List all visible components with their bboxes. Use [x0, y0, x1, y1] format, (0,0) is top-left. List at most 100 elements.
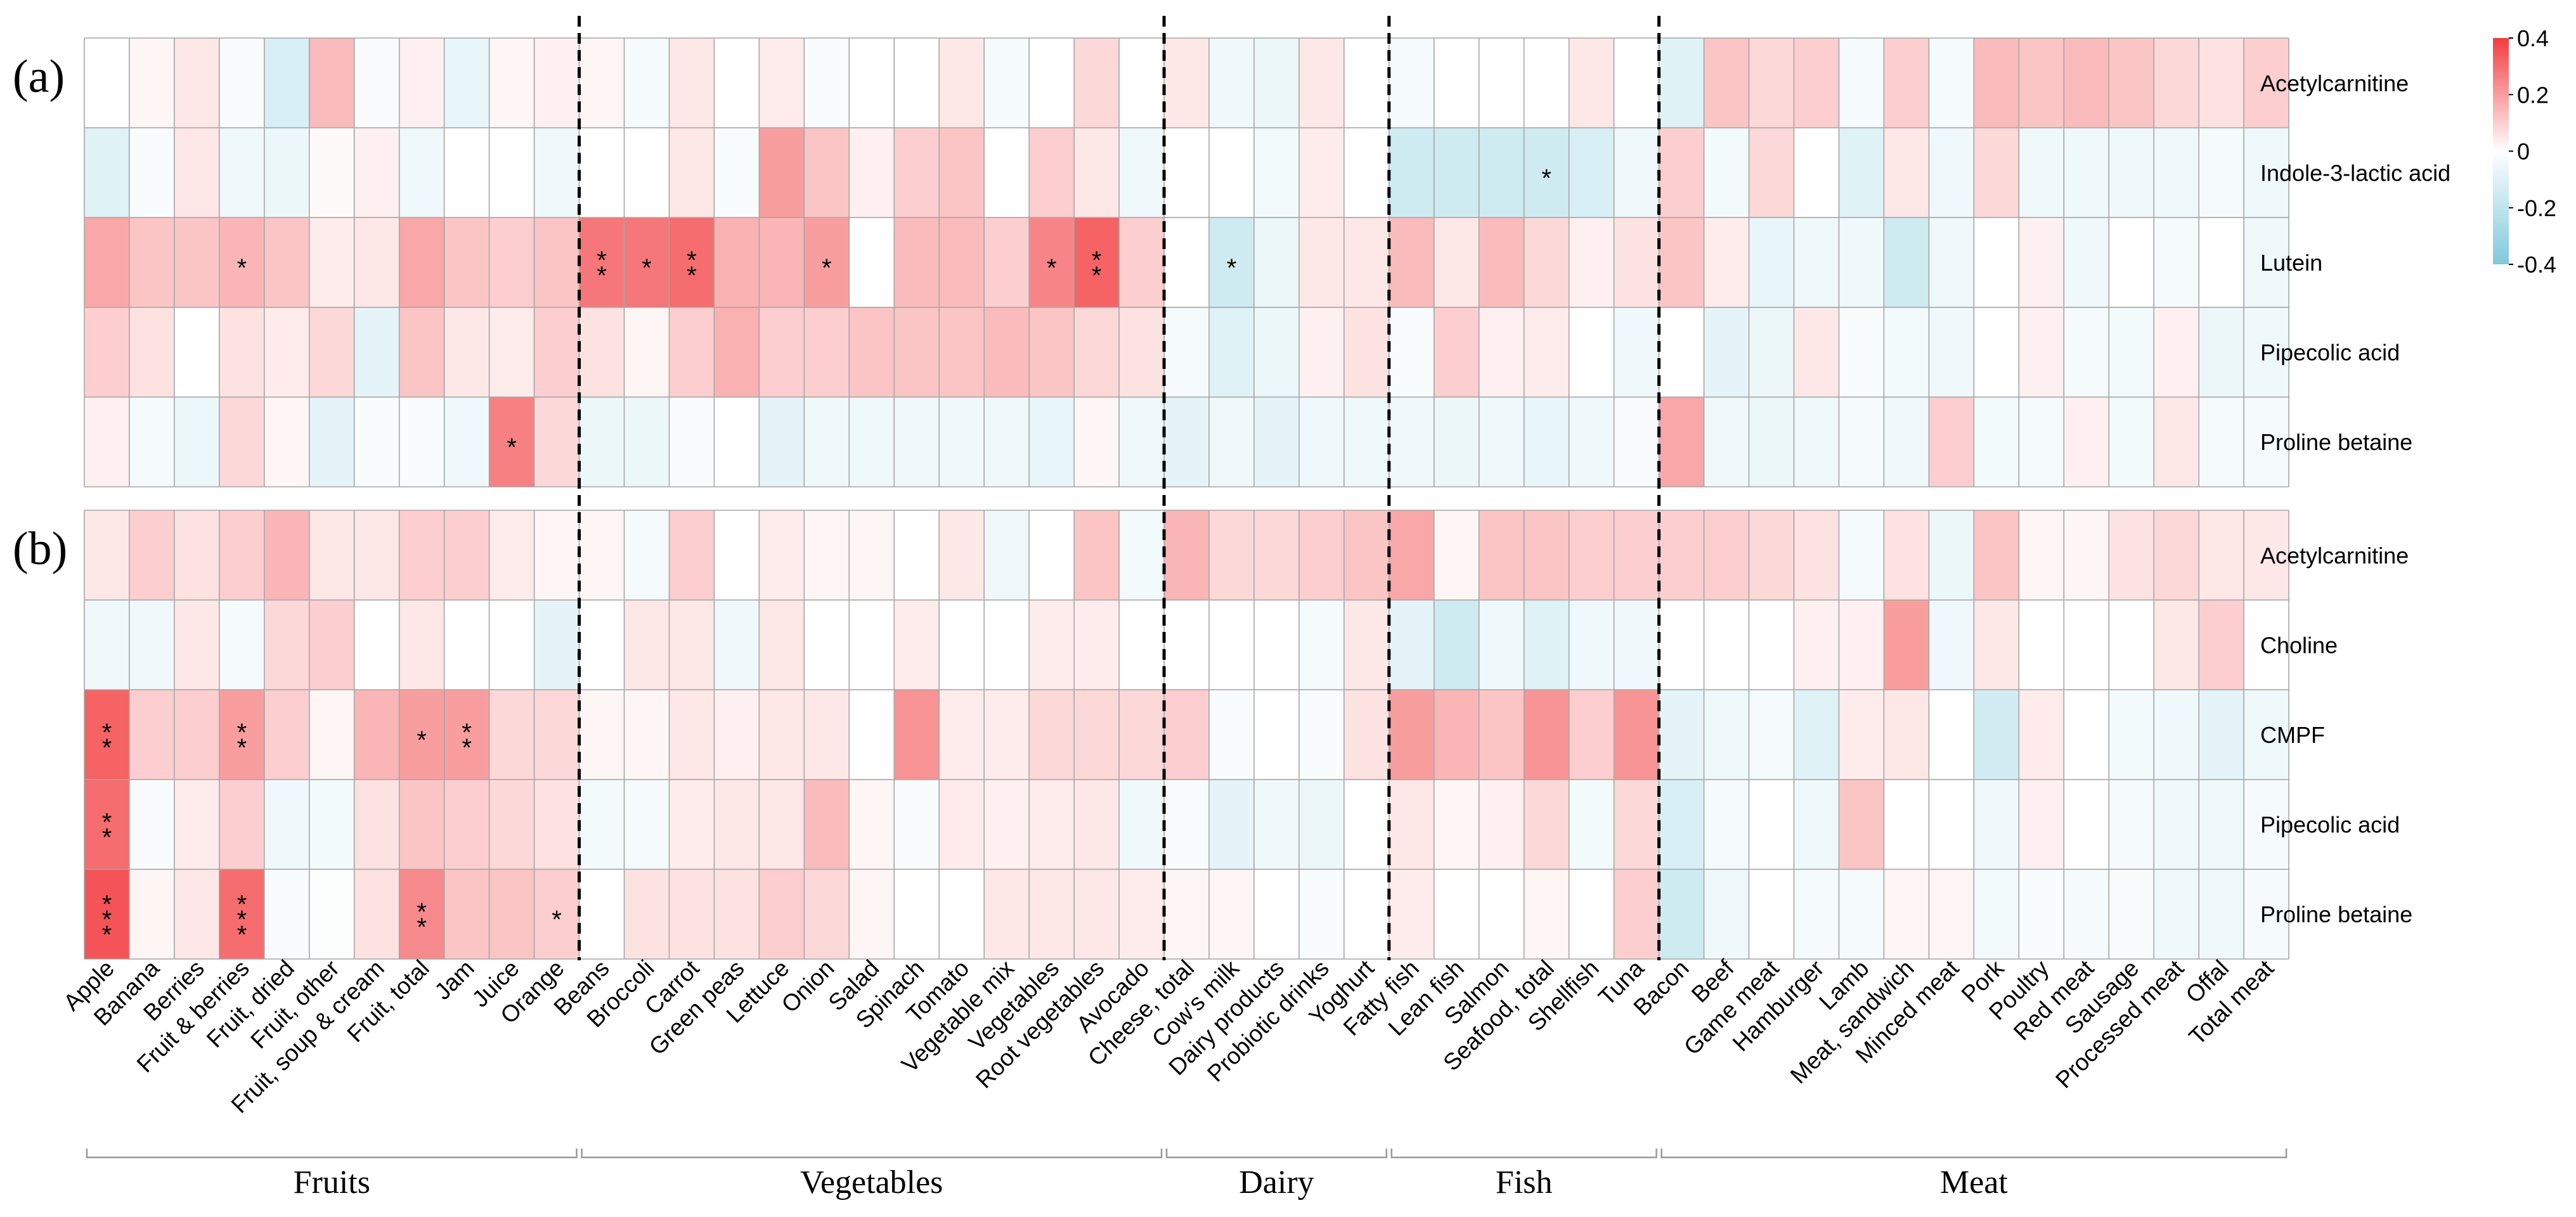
- heatmap-cell: [1434, 869, 1480, 960]
- heatmap-cell: [984, 690, 1030, 780]
- heatmap-cell: [1388, 600, 1435, 690]
- heatmap-cell: [1209, 779, 1255, 870]
- heatmap-cell: [1659, 869, 1704, 960]
- heatmap-cell: [2064, 600, 2109, 690]
- heatmap-cell: [1119, 127, 1165, 218]
- group-bracket: [581, 1149, 1163, 1159]
- heatmap-cell: [1884, 510, 1929, 600]
- heatmap-cell: [1164, 869, 1210, 960]
- heatmap-cell: [129, 127, 175, 218]
- row-label-acetylcarnitine: Acetylcarnitine: [2260, 70, 2409, 96]
- heatmap-cell: [1479, 869, 1525, 960]
- heatmap-cell: [624, 869, 670, 960]
- heatmap-cell: [1343, 127, 1390, 218]
- heatmap-cell: [1253, 307, 1300, 397]
- heatmap-cell: [849, 600, 895, 690]
- heatmap-cell: [939, 397, 985, 487]
- heatmap-cell: [579, 600, 625, 690]
- group-bracket: [1660, 1149, 2288, 1159]
- heatmap-cell: [984, 779, 1030, 870]
- heatmap-cell: [1119, 600, 1165, 690]
- heatmap-cell: [1209, 127, 1255, 218]
- heatmap-cell: [1839, 127, 1884, 218]
- heatmap-cell: [1704, 38, 1749, 128]
- heatmap-cell: [1704, 127, 1749, 218]
- heatmap-cell: [1164, 307, 1210, 397]
- heatmap-cell: [1839, 307, 1884, 397]
- heatmap-cell: [2154, 397, 2199, 487]
- heatmap-cell: [1343, 600, 1390, 690]
- heatmap-cell: [2199, 217, 2244, 308]
- heatmap-cell: [84, 510, 130, 600]
- heatmap-cell: [1524, 127, 1569, 218]
- heatmap-cell: [1388, 690, 1435, 780]
- heatmap-cell: [1614, 779, 1659, 870]
- heatmap-cell: [1298, 600, 1345, 690]
- heatmap-cell: [1794, 779, 1839, 870]
- heatmap-cell: [714, 217, 760, 308]
- heatmap-cell: [84, 38, 130, 128]
- heatmap-cell: [1929, 869, 1974, 960]
- heatmap-cell: [1569, 779, 1614, 870]
- row-label-lutein: Lutein: [2260, 250, 2322, 276]
- heatmap-cell: [849, 397, 895, 487]
- heatmap-cell: [309, 510, 355, 600]
- heatmap-cell: [489, 779, 534, 870]
- significance-marker: *: [1227, 254, 1237, 282]
- heatmap-cell: [84, 869, 130, 960]
- heatmap-cell: [1434, 779, 1480, 870]
- heatmap-cell: [1659, 307, 1704, 397]
- heatmap-cell: [1794, 307, 1839, 397]
- heatmap-cell: [309, 307, 355, 397]
- heatmap-cell: [129, 869, 175, 960]
- heatmap-cell: [669, 779, 715, 870]
- heatmap-cell: [1704, 779, 1749, 870]
- heatmap-cell: [1164, 690, 1210, 780]
- heatmap-cell: [2019, 397, 2064, 487]
- group-label-fish: Fish: [1496, 1164, 1553, 1201]
- heatmap-cell: [1479, 127, 1525, 218]
- heatmap-cell: [174, 38, 220, 128]
- heatmap-cell: [1659, 510, 1704, 600]
- heatmap-cell: [534, 869, 579, 960]
- heatmap-cell: [2109, 397, 2154, 487]
- food-group-brackets: Fruits Vegetables Dairy Fish Meat: [86, 1149, 2288, 1201]
- heatmap-cell: [579, 779, 625, 870]
- heatmap-cell: [1749, 307, 1794, 397]
- heatmap-cell: [804, 779, 850, 870]
- heatmap-cell: [669, 690, 715, 780]
- heatmap-cell: [2199, 38, 2244, 128]
- heatmap-cell: [2154, 510, 2199, 600]
- heatmap-cell: [444, 217, 489, 308]
- heatmap-cell: [1388, 397, 1435, 487]
- heatmap-cell: [219, 869, 265, 960]
- heatmap-cell: [2064, 307, 2109, 397]
- heatmap-cell: [1164, 779, 1210, 870]
- significance-marker: * * *: [102, 891, 112, 949]
- heatmap-cell: [1029, 869, 1075, 960]
- heatmap-cell: [624, 690, 670, 780]
- group-bracket: [1165, 1149, 1388, 1159]
- heatmap-cell: [2109, 600, 2154, 690]
- heatmap-cell: [219, 38, 265, 128]
- heatmap-cell: [2109, 869, 2154, 960]
- heatmap-cell: [1659, 397, 1704, 487]
- colorbar-tick-label: 0.2: [2517, 82, 2549, 108]
- heatmap-cell: [2019, 38, 2064, 128]
- heatmap-cell: [1569, 869, 1614, 960]
- heatmap-cell: [939, 217, 985, 308]
- heatmap-cell: [444, 38, 489, 128]
- row-label-pipecolic-acid: Pipecolic acid: [2260, 812, 2400, 838]
- heatmap-cell: [2244, 600, 2289, 690]
- significance-marker: *: [1541, 164, 1551, 192]
- group-bracket: [1390, 1149, 1657, 1159]
- heatmap-cell: [1929, 397, 1974, 487]
- heatmap-cell: [1569, 127, 1614, 218]
- heatmap-cell: [849, 127, 895, 218]
- heatmap-cell: [1794, 869, 1839, 960]
- heatmap-cell: [894, 127, 940, 218]
- heatmap-cell: [174, 690, 220, 780]
- heatmap-cell: [1119, 779, 1165, 870]
- heatmap-cell: [1074, 510, 1120, 600]
- significance-marker: * *: [462, 719, 472, 762]
